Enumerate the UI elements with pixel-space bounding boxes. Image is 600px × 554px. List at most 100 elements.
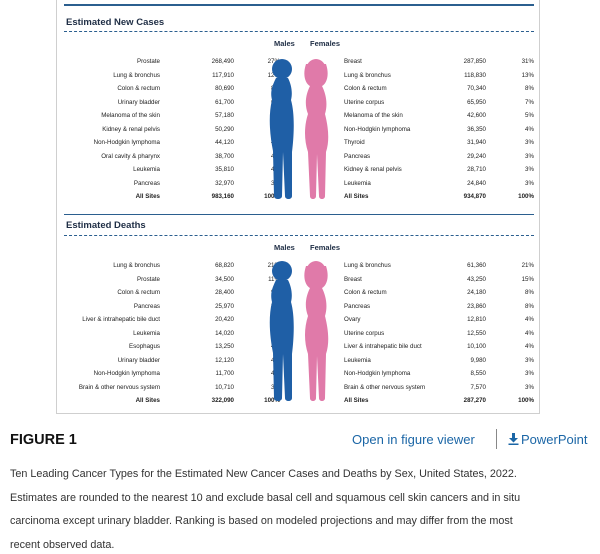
male-silhouette-icon	[269, 261, 294, 401]
female-site-label: Lung & bronchus	[344, 71, 391, 79]
female-silhouette-icon	[304, 261, 329, 401]
female-count: 934,870	[463, 193, 486, 200]
male-site-label: Urinary bladder	[117, 98, 160, 106]
male-count: 34,500	[215, 275, 234, 283]
male-site-label: Pancreas	[133, 179, 160, 187]
female-percent: 3%	[525, 152, 534, 160]
male-count: 50,290	[215, 125, 234, 133]
males-header: Males	[274, 39, 295, 48]
male-site-label: Urinary bladder	[117, 356, 160, 364]
male-count: 20,420	[215, 316, 234, 323]
female-count: 31,940	[467, 139, 486, 146]
female-count: 65,950	[467, 98, 486, 106]
male-site-label: Non-Hodgkin lymphoma	[93, 370, 160, 377]
male-count: 983,160	[211, 193, 234, 200]
male-count: 10,710	[215, 383, 234, 391]
female-site-label: Uterine corpus	[344, 98, 385, 106]
females-header: Females	[310, 39, 341, 48]
female-count: 61,360	[467, 262, 486, 269]
female-percent: 5%	[525, 112, 534, 119]
male-percent: 100%	[264, 193, 280, 200]
female-site-label: Leukemia	[344, 356, 371, 364]
female-site-label: All Sites	[344, 397, 369, 404]
male-count: 28,400	[215, 289, 234, 296]
female-site-label: Pancreas	[344, 152, 371, 160]
male-count: 12,120	[215, 356, 234, 364]
male-site-label: Brain & other nervous system	[78, 383, 160, 391]
males-header: Males	[274, 243, 295, 252]
male-percent: 12%	[267, 71, 280, 79]
male-silhouette-icon	[269, 59, 294, 199]
caption-line: carcinoma except urinary bladder. Rankin…	[10, 515, 513, 527]
caption-line: Estimates are rounded to the nearest 10 …	[10, 491, 521, 504]
female-site-label: Kidney & renal pelvis	[344, 166, 402, 173]
female-site-label: Ovary	[344, 316, 361, 323]
male-count: 44,120	[215, 139, 234, 146]
table-row: Prostate 268,490 27% Breast 287,850 31%	[64, 58, 534, 70]
female-percent: 31%	[521, 58, 534, 65]
female-percent: 3%	[525, 370, 534, 377]
female-count: 12,550	[467, 329, 486, 337]
male-count: 13,250	[215, 343, 234, 350]
female-percent: 3%	[525, 356, 534, 364]
female-percent: 13%	[521, 71, 534, 79]
powerpoint-download-link[interactable]: PowerPoint	[508, 432, 587, 447]
female-percent: 7%	[525, 98, 534, 106]
panel-title: Estimated New Cases	[66, 17, 165, 28]
panel-separator-rule	[64, 214, 534, 215]
female-site-label: Non-Hodgkin lymphoma	[344, 125, 411, 133]
female-count: 10,100	[467, 343, 486, 350]
male-site-label: Kidney & renal pelvis	[102, 125, 160, 133]
male-site-label: Melanoma of the skin	[101, 112, 160, 119]
female-silhouette-icon	[304, 59, 329, 199]
total-row: All Sites 322,090 100% All Sites 287,270 100%	[64, 397, 534, 409]
table-row: Lung & bronchus 117,910 12% Lung & bronchus…	[64, 72, 534, 84]
female-site-label: Thyroid	[344, 139, 365, 146]
female-site-label: Leukemia	[344, 179, 371, 187]
male-site-label: Prostate	[136, 275, 160, 283]
male-site-label: Esophagus	[129, 343, 160, 350]
female-site-label: Melanoma of the skin	[344, 112, 403, 119]
figure-label: FIGURE 1	[10, 432, 77, 448]
open-in-figure-viewer-link[interactable]: Open in figure viewer	[352, 432, 475, 447]
female-site-label: Lung & bronchus	[344, 262, 391, 269]
female-count: 70,340	[467, 85, 486, 92]
male-site-label: Prostate	[136, 58, 160, 65]
male-count: 38,700	[215, 152, 234, 160]
male-count: 35,810	[215, 166, 234, 173]
female-count: 24,180	[467, 289, 486, 296]
female-count: 42,600	[467, 112, 486, 119]
table-row: Esophagus 13,250 4% Liver & intrahepatic bi…	[64, 343, 534, 355]
download-icon	[508, 433, 519, 445]
female-count: 43,250	[467, 275, 486, 283]
female-site-label: Colon & rectum	[344, 85, 387, 92]
male-count: 25,970	[215, 302, 234, 310]
powerpoint-link-label: PowerPoint	[521, 432, 588, 447]
female-percent: 15%	[521, 275, 534, 283]
male-site-label: All Sites	[135, 397, 160, 404]
male-site-label: Liver & intrahepatic bile duct	[82, 316, 160, 323]
figure-caption: Ten Leading Cancer Types for the Estimat…	[10, 463, 595, 554]
female-percent: 100%	[518, 397, 534, 404]
male-count: 117,910	[212, 71, 234, 79]
male-site-label: All Sites	[135, 193, 160, 200]
female-site-label: Pancreas	[344, 302, 371, 310]
male-count: 11,700	[215, 370, 234, 377]
female-percent: 3%	[525, 179, 534, 187]
male-site-label: Oral cavity & pharynx	[101, 152, 160, 160]
male-count: 57,180	[215, 112, 234, 119]
female-count: 7,570	[470, 383, 486, 391]
female-site-label: Brain & other nervous system	[344, 383, 426, 391]
link-divider	[496, 429, 497, 449]
female-site-label: All Sites	[344, 193, 369, 200]
female-percent: 8%	[525, 302, 534, 310]
table-row: Prostate 34,500 11% Breast 43,250 15%	[64, 276, 534, 288]
figure-top-rule	[64, 4, 534, 6]
female-percent: 4%	[525, 316, 534, 323]
male-site-label: Pancreas	[133, 302, 160, 310]
female-site-label: Uterine corpus	[344, 329, 385, 337]
